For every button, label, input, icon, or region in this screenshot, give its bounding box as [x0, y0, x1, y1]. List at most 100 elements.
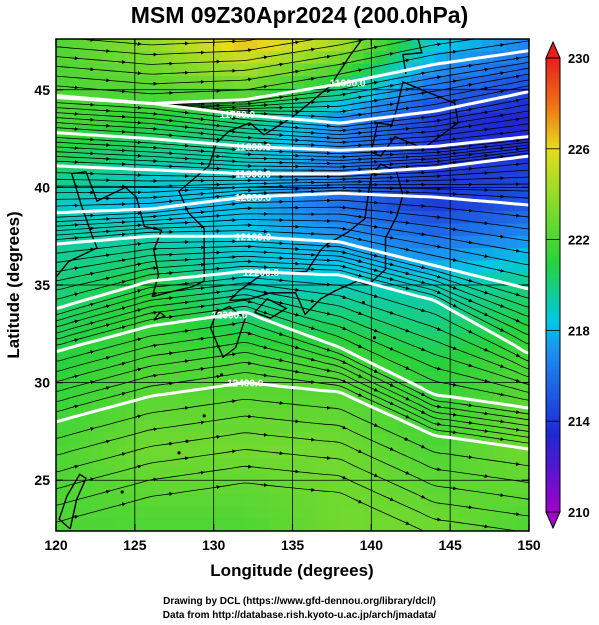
field-cell: [233, 63, 246, 77]
field-cell: [292, 248, 305, 261]
field-cell: [257, 63, 270, 77]
wind-arrow: [497, 43, 505, 48]
wind-arrow: [434, 274, 442, 279]
field-cell: [103, 457, 116, 471]
field-cell: [186, 481, 199, 495]
wind-arrow: [387, 52, 395, 56]
wind-arrow: [497, 493, 505, 498]
field-cell: [517, 125, 529, 138]
wind-arrow: [292, 419, 300, 424]
field-cell: [517, 63, 529, 77]
field-cell: [91, 432, 104, 446]
wind-arrow: [150, 195, 158, 200]
wind-arrow: [134, 308, 142, 313]
field-cell: [162, 211, 175, 225]
field-cell: [458, 444, 471, 458]
field-cell: [469, 63, 483, 77]
field-cell: [174, 309, 187, 323]
wind-arrow: [481, 474, 489, 479]
wind-arrow: [197, 191, 205, 196]
wind-arrow: [450, 486, 458, 491]
data-credit: Data from http://database.rish.kyoto-u.a…: [162, 610, 437, 621]
field-cell: [517, 469, 529, 483]
field-cell: [162, 297, 175, 311]
field-cell: [150, 63, 164, 77]
wind-arrow: [481, 378, 489, 383]
field-cell: [150, 88, 164, 102]
field-cell: [363, 235, 376, 249]
field-cell: [221, 444, 234, 458]
field-cell: [268, 371, 282, 384]
field-cell: [138, 285, 152, 298]
field-cell: [56, 39, 69, 52]
wind-arrow: [481, 524, 489, 529]
field-cell: [422, 506, 435, 520]
wind-arrow: [245, 299, 253, 304]
field-cell: [233, 51, 246, 65]
field-cell: [126, 408, 140, 421]
field-cell: [351, 285, 365, 298]
field-cell: [138, 432, 152, 446]
field-cell: [162, 149, 175, 163]
field-cell: [410, 494, 424, 507]
field-cell: [304, 125, 317, 138]
field-cell: [268, 100, 282, 114]
field-cell: [257, 211, 270, 225]
wind-arrow: [355, 68, 363, 73]
wind-arrow: [355, 311, 363, 316]
field-cell: [469, 39, 483, 52]
field-cell: [292, 63, 305, 77]
field-cell: [138, 88, 152, 102]
colorbar: 210 214 218 222 226 230: [545, 40, 590, 530]
field-cell: [339, 395, 353, 409]
field-cell: [316, 162, 329, 175]
field-cell: [505, 383, 518, 397]
wind-arrow: [71, 374, 79, 379]
wind-arrow: [197, 304, 205, 309]
field-cell: [103, 358, 116, 372]
field-cell: [410, 309, 424, 323]
wind-arrow: [103, 386, 111, 390]
field-cell: [446, 334, 459, 348]
field-cell: [327, 395, 341, 409]
wind-arrow: [418, 494, 426, 499]
wind-arrow: [276, 400, 284, 405]
field-cell: [162, 51, 175, 65]
wind-arrow: [197, 149, 205, 154]
wind-arrow: [418, 280, 426, 285]
field-cell: [469, 358, 483, 372]
field-cell: [292, 432, 305, 446]
field-cell: [327, 211, 341, 225]
field-cell: [446, 211, 459, 225]
wind-arrow: [418, 409, 426, 414]
field-cell: [363, 469, 376, 483]
x-axis-label: Longitude (degrees): [210, 561, 373, 580]
field-cell: [103, 63, 116, 77]
field-cell: [257, 383, 270, 397]
field-cell: [79, 51, 93, 65]
field-cell: [363, 51, 376, 65]
field-cell: [458, 408, 471, 421]
field-cell: [257, 125, 270, 138]
field-cell: [304, 223, 317, 237]
wind-arrow: [418, 130, 426, 135]
field-cell: [209, 408, 223, 421]
field-cell: [56, 63, 69, 77]
field-cell: [221, 518, 234, 531]
wind-arrow: [197, 117, 205, 122]
field-cell: [446, 186, 459, 200]
wind-arrow: [292, 345, 300, 350]
field-cell: [292, 75, 305, 89]
wind-arrow: [402, 271, 410, 276]
field-cell: [126, 383, 140, 397]
field-cell: [280, 63, 294, 77]
field-cell: [257, 420, 270, 434]
field-cell: [150, 125, 164, 138]
field-cell: [363, 309, 376, 323]
field-cell: [493, 457, 506, 471]
wind-arrow: [197, 131, 205, 136]
field-cell: [363, 371, 376, 384]
wind-arrow: [292, 97, 300, 102]
field-cell: [505, 174, 518, 188]
field-cell: [493, 174, 506, 188]
